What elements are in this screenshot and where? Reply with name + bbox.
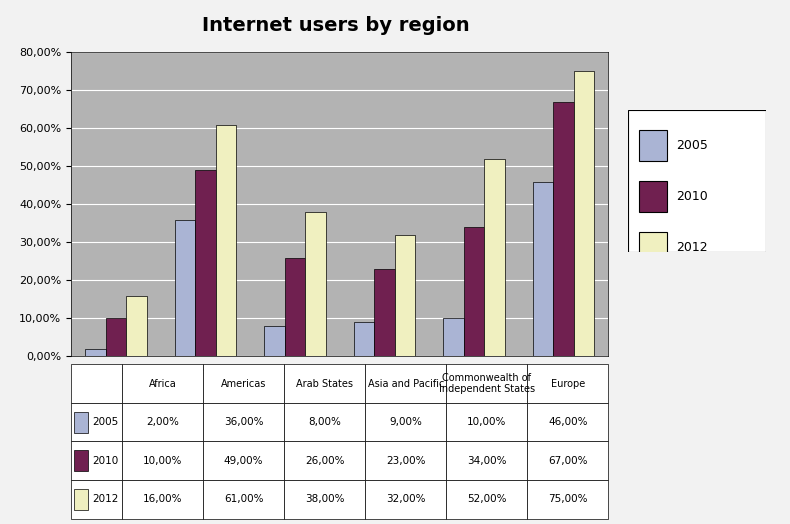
Bar	[73, 450, 88, 472]
Bar	[305, 212, 325, 356]
Text: Arab States: Arab States	[296, 378, 353, 388]
Text: 16,00%: 16,00%	[143, 495, 182, 505]
Bar	[484, 159, 505, 356]
Bar	[639, 232, 667, 263]
Bar	[365, 441, 446, 480]
Text: 32,00%: 32,00%	[386, 495, 426, 505]
Text: 52,00%: 52,00%	[467, 495, 506, 505]
Bar	[639, 181, 667, 212]
Text: 23,00%: 23,00%	[386, 456, 426, 466]
Bar	[446, 441, 527, 480]
Bar	[195, 170, 216, 356]
Text: 75,00%: 75,00%	[548, 495, 588, 505]
Bar	[264, 326, 284, 356]
Text: 46,00%: 46,00%	[548, 417, 588, 427]
Text: Internet users by region: Internet users by region	[202, 16, 469, 35]
Bar	[284, 403, 365, 441]
Bar	[532, 182, 553, 356]
Bar	[73, 489, 88, 510]
Bar	[71, 403, 122, 441]
Bar	[395, 235, 416, 356]
Bar	[85, 349, 106, 356]
Bar	[122, 441, 203, 480]
Bar	[527, 364, 608, 403]
Text: 61,00%: 61,00%	[224, 495, 263, 505]
Text: 49,00%: 49,00%	[224, 456, 263, 466]
Text: Africa: Africa	[149, 378, 176, 388]
Bar	[553, 102, 574, 356]
Text: 2005: 2005	[676, 139, 709, 152]
Text: 10,00%: 10,00%	[143, 456, 182, 466]
Text: 67,00%: 67,00%	[548, 456, 588, 466]
Bar	[365, 480, 446, 519]
Bar	[446, 480, 527, 519]
Bar	[443, 318, 464, 356]
Text: 36,00%: 36,00%	[224, 417, 263, 427]
Bar	[374, 269, 395, 356]
Bar	[203, 364, 284, 403]
Bar	[284, 364, 365, 403]
Bar	[464, 227, 484, 356]
Text: 2010: 2010	[92, 456, 118, 466]
Text: Europe: Europe	[551, 378, 585, 388]
Bar	[365, 403, 446, 441]
Bar	[527, 441, 608, 480]
Text: 9,00%: 9,00%	[389, 417, 422, 427]
Text: 26,00%: 26,00%	[305, 456, 344, 466]
Bar	[122, 480, 203, 519]
Bar	[203, 403, 284, 441]
Bar	[73, 411, 88, 433]
Bar	[446, 364, 527, 403]
Text: Asia and Pacific: Asia and Pacific	[367, 378, 444, 388]
Bar	[284, 258, 305, 356]
Bar	[354, 322, 374, 356]
Bar	[216, 125, 236, 356]
Bar	[284, 480, 365, 519]
Bar	[574, 71, 594, 356]
Bar	[639, 130, 667, 161]
Bar	[71, 441, 122, 480]
Text: 34,00%: 34,00%	[467, 456, 506, 466]
Bar	[106, 318, 126, 356]
Text: 2012: 2012	[676, 241, 708, 254]
Bar	[175, 220, 195, 356]
Bar	[203, 480, 284, 519]
Text: 2012: 2012	[92, 495, 118, 505]
Bar	[527, 480, 608, 519]
Bar	[527, 403, 608, 441]
Bar	[126, 296, 147, 356]
Bar	[203, 441, 284, 480]
Text: 10,00%: 10,00%	[467, 417, 506, 427]
Text: Commonwealth of
Independent States: Commonwealth of Independent States	[438, 373, 535, 394]
Bar	[71, 364, 122, 403]
Text: 2005: 2005	[92, 417, 118, 427]
Bar	[446, 403, 527, 441]
Text: 2,00%: 2,00%	[146, 417, 179, 427]
Text: 38,00%: 38,00%	[305, 495, 344, 505]
Text: 8,00%: 8,00%	[308, 417, 341, 427]
Text: 2010: 2010	[676, 190, 708, 203]
Text: Americas: Americas	[221, 378, 266, 388]
Bar	[284, 441, 365, 480]
Bar	[122, 403, 203, 441]
Bar	[365, 364, 446, 403]
Bar	[71, 480, 122, 519]
Bar	[122, 364, 203, 403]
